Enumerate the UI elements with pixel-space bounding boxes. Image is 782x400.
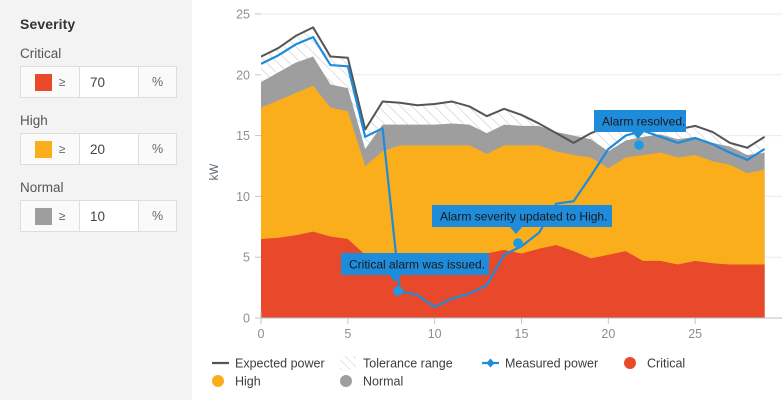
legend-hatch-icon: [340, 356, 356, 370]
greater-equal-icon: ≥: [58, 209, 66, 223]
critical-unit-label: %: [139, 67, 176, 97]
legend-item-critical[interactable]: Critical: [624, 357, 685, 371]
high-unit-label: %: [139, 134, 176, 164]
severity-group-high: High ≥ 20 %: [20, 113, 177, 165]
y-tick-15: 15: [236, 129, 250, 143]
annotation-marker-dot[interactable]: [634, 140, 644, 150]
area-critical: [261, 231, 765, 318]
legend-label: Critical: [647, 357, 685, 371]
annotation-text: Alarm resolved.: [602, 114, 685, 128]
annotation-box: [341, 253, 489, 275]
legend-label: Normal: [363, 375, 403, 389]
annotation-marker-dot[interactable]: [393, 286, 403, 296]
high-threshold-input[interactable]: 20: [79, 134, 139, 164]
annotation-callout-2[interactable]: Alarm resolved.: [594, 110, 686, 150]
severity-group-normal: Normal ≥ 10 %: [20, 180, 177, 232]
annotation-pointer: [632, 132, 644, 139]
power-chart-panel: 0 5 10 15 20 25 0 5 10 15 20 25 kW Critical alarm …: [192, 0, 782, 400]
x-tick-10: 10: [428, 327, 442, 341]
y-axis-title: kW: [209, 164, 221, 181]
legend-label: Measured power: [505, 357, 598, 371]
x-tick-15: 15: [515, 327, 529, 341]
legend-label: Tolerance range: [363, 357, 453, 371]
y-tick-10: 10: [236, 190, 250, 204]
y-axis-tick-labels: 0 5 10 15 20 25: [236, 8, 250, 326]
severity-prefix-high: ≥: [21, 134, 79, 164]
power-severity-area-chart[interactable]: 0 5 10 15 20 25 0 5 10 15 20 25 kW Critical alarm …: [192, 0, 782, 400]
severity-threshold-high[interactable]: ≥ 20 %: [20, 133, 177, 165]
annotation-marker-dot[interactable]: [513, 238, 523, 248]
legend-item-expected-power[interactable]: Expected power: [212, 357, 325, 371]
chart-annotations: Critical alarm was issued. Alarm severity…: [341, 110, 686, 296]
legend-label: High: [235, 375, 261, 389]
normal-unit-label: %: [139, 201, 176, 231]
annotation-box: [432, 205, 612, 227]
legend-item-measured-power[interactable]: Measured power: [482, 357, 598, 371]
high-color-swatch[interactable]: [34, 140, 52, 158]
x-tick-5: 5: [344, 327, 351, 341]
legend-item-normal[interactable]: Normal: [340, 375, 403, 389]
x-axis-tick-labels: 0 5 10 15 20 25: [258, 318, 702, 341]
severity-label-normal: Normal: [20, 180, 64, 195]
severity-label-high: High: [20, 113, 48, 128]
legend-label: Expected power: [235, 357, 325, 371]
annotation-callout-0[interactable]: Critical alarm was issued.: [341, 253, 489, 296]
sidebar-title: Severity: [20, 16, 76, 32]
legend-dot-icon: [340, 375, 352, 387]
x-tick-20: 20: [601, 327, 615, 341]
severity-group-critical: Critical ≥ 70 %: [20, 46, 177, 98]
annotation-pointer: [510, 227, 522, 234]
annotation-pointer: [389, 275, 401, 282]
x-tick-0: 0: [258, 327, 265, 341]
annotation-callout-1[interactable]: Alarm severity updated to High.: [432, 205, 612, 248]
y-tick-5: 5: [243, 251, 250, 265]
chart-legend: Expected power Tolerance range Measured po…: [212, 356, 685, 389]
severity-prefix-critical: ≥: [21, 67, 79, 97]
greater-equal-icon: ≥: [58, 75, 66, 89]
severity-label-critical: Critical: [20, 46, 62, 61]
legend-item-high[interactable]: High: [212, 375, 261, 389]
annotation-box: [594, 110, 686, 132]
normal-color-swatch[interactable]: [34, 207, 52, 225]
chart-plot-area: [261, 26, 766, 318]
annotation-text: Alarm severity updated to High.: [440, 209, 607, 223]
greater-equal-icon: ≥: [58, 142, 66, 156]
severity-prefix-normal: ≥: [21, 201, 79, 231]
normal-threshold-input[interactable]: 10: [79, 201, 139, 231]
x-tick-25: 25: [688, 327, 702, 341]
annotation-text: Critical alarm was issued.: [349, 257, 485, 271]
severity-sidebar: Severity Critical ≥ 70 % High ≥ 20: [0, 0, 192, 400]
y-tick-0: 0: [243, 312, 250, 326]
severity-threshold-normal[interactable]: ≥ 10 %: [20, 200, 177, 232]
legend-dot-icon: [624, 357, 636, 369]
legend-diamond-icon: [486, 358, 495, 368]
critical-color-swatch[interactable]: [34, 73, 52, 91]
chart-axis-lines: [260, 311, 782, 319]
legend-item-tolerance-range[interactable]: Tolerance range: [340, 356, 453, 371]
y-tick-25: 25: [236, 8, 250, 22]
legend-dot-icon: [212, 375, 224, 387]
severity-threshold-critical[interactable]: ≥ 70 %: [20, 66, 177, 98]
y-tick-20: 20: [236, 68, 250, 82]
line-measured-power: [261, 36, 766, 309]
critical-threshold-input[interactable]: 70: [79, 67, 139, 97]
